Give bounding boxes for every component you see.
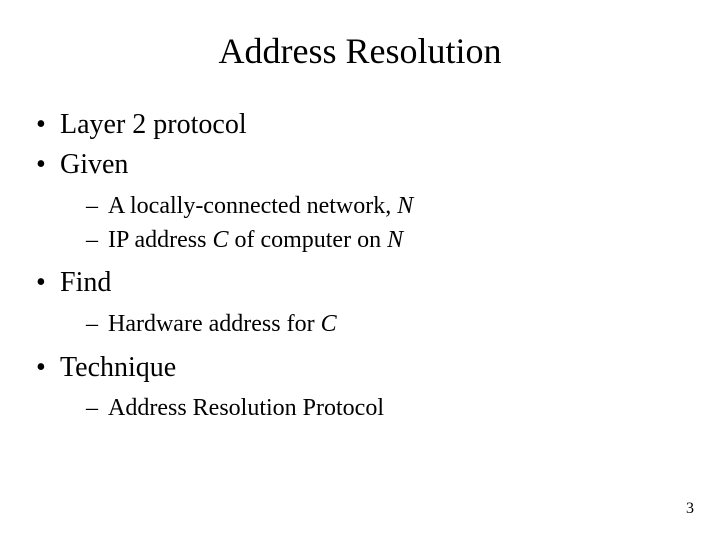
slide: Address Resolution Layer 2 protocol Give… (0, 0, 720, 540)
italic-n: N (387, 227, 403, 253)
bullet-list: Layer 2 protocol Given A locally-connect… (32, 106, 692, 425)
italic-n: N (397, 193, 413, 219)
slide-title: Address Resolution (28, 30, 692, 72)
sub-text: of computer on (228, 227, 387, 253)
page-number: 3 (686, 500, 694, 518)
bullet-find: Find Hardware address for C (32, 264, 692, 340)
sub-text: A locally-connected network, (108, 193, 397, 219)
sub-list-given: A locally-connected network, N IP addres… (86, 190, 692, 257)
sub-item-network: A locally-connected network, N (86, 190, 692, 222)
sub-list-find: Hardware address for C (86, 308, 692, 340)
sub-item-hwaddr: Hardware address for C (86, 308, 692, 340)
bullet-layer2: Layer 2 protocol (32, 106, 692, 144)
sub-text: Address Resolution Protocol (108, 395, 384, 421)
bullet-text: Technique (60, 352, 176, 383)
bullet-technique: Technique Address Resolution Protocol (32, 349, 692, 425)
sub-item-ip: IP address C of computer on N (86, 224, 692, 256)
sub-item-arp: Address Resolution Protocol (86, 392, 692, 424)
sub-text: IP address (108, 227, 212, 253)
bullet-given: Given A locally-connected network, N IP … (32, 146, 692, 257)
sub-text: Hardware address for (108, 311, 321, 337)
italic-c: C (321, 311, 337, 337)
bullet-text: Layer 2 protocol (60, 109, 247, 140)
bullet-text: Given (60, 149, 128, 180)
italic-c: C (212, 227, 228, 253)
sub-list-technique: Address Resolution Protocol (86, 392, 692, 424)
bullet-text: Find (60, 267, 111, 298)
